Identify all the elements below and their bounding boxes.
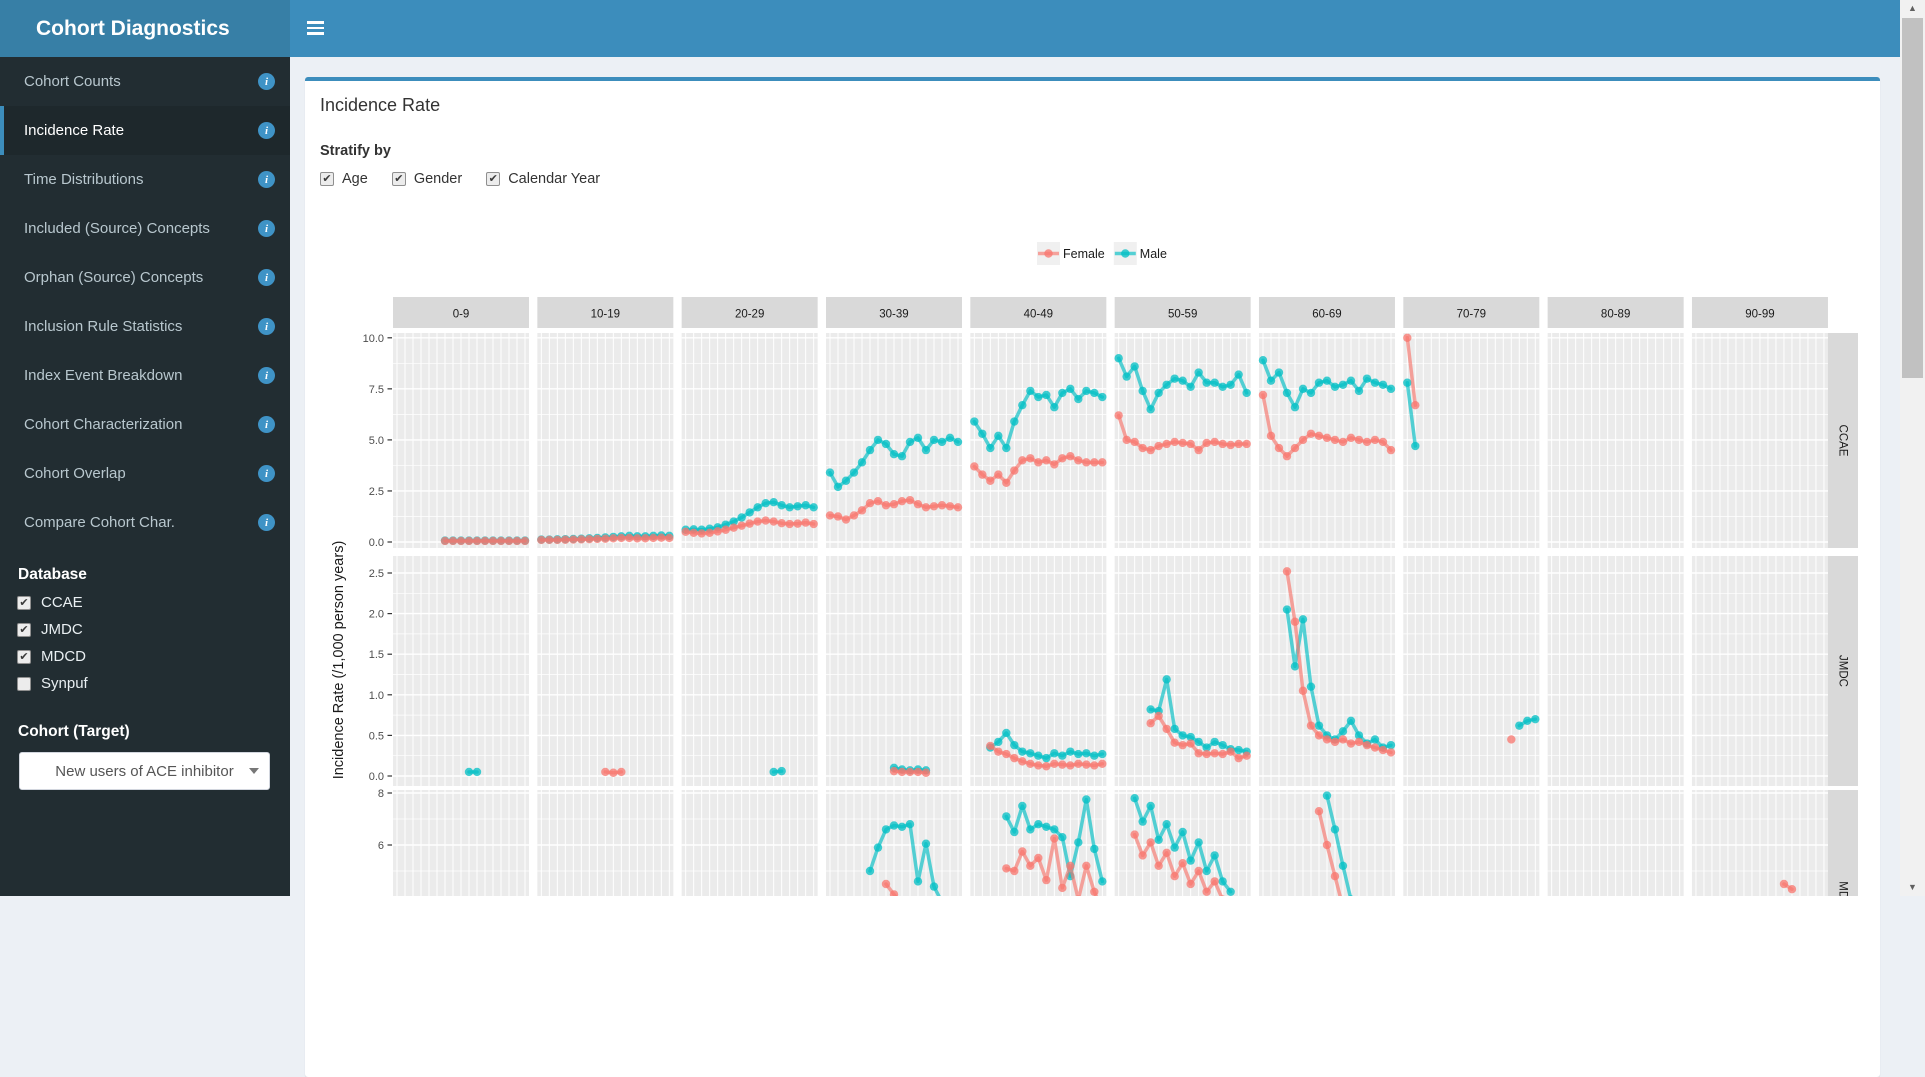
menu-toggle-button[interactable]: [290, 0, 335, 57]
checkbox-checked-icon: [320, 172, 334, 186]
caret-down-icon: [249, 768, 259, 774]
checkbox-label: Calendar Year: [508, 171, 601, 187]
main-content: Incidence Rate Stratify by Age Gender Cale…: [290, 57, 1900, 1077]
database-checkbox-mdcd[interactable]: MDCD: [17, 648, 290, 665]
vertical-scrollbar[interactable]: ▲ ▼: [1900, 0, 1925, 896]
checkbox-unchecked-icon: [17, 676, 31, 691]
info-icon[interactable]: i: [258, 367, 275, 384]
info-icon[interactable]: i: [258, 171, 275, 188]
sidebar-item-incidence-rate[interactable]: Incidence Rate i: [0, 106, 290, 155]
checkbox-checked-icon: [486, 172, 501, 186]
app-title: Cohort Diagnostics: [0, 0, 290, 57]
sidebar-item-compare-cohort-char[interactable]: Compare Cohort Char. i: [0, 498, 290, 547]
sidebar: Cohort Diagnostics Cohort Counts i Inciden…: [0, 0, 290, 896]
info-icon[interactable]: i: [258, 318, 275, 335]
stratify-checkbox-gender[interactable]: Gender: [391, 171, 463, 187]
stratify-options: Age Gender Calendar Year: [320, 171, 1865, 187]
sidebar-item-orphan-source-concepts[interactable]: Orphan (Source) Concepts i: [0, 253, 290, 302]
cohort-section-title: Cohort (Target): [18, 723, 130, 740]
checkbox-label: Synpuf: [41, 675, 88, 692]
database-checkbox-jmdc[interactable]: JMDC: [17, 621, 290, 638]
database-options: CCAE JMDC MDCD Synpuf: [0, 594, 290, 692]
sidebar-item-label: Index Event Breakdown: [24, 367, 183, 384]
checkbox-label: Gender: [413, 171, 463, 187]
info-icon[interactable]: i: [258, 220, 275, 237]
checkbox-label: CCAE: [41, 594, 83, 611]
checkbox-checked-icon: [17, 595, 31, 610]
sidebar-item-label: Incidence Rate: [24, 122, 125, 139]
cohort-target-select[interactable]: New users of ACE inhibitor: [19, 752, 270, 790]
sidebar-item-label: Inclusion Rule Statistics: [24, 318, 183, 335]
sidebar-item-index-event-breakdown[interactable]: Index Event Breakdown i: [0, 351, 290, 400]
sidebar-item-label: Cohort Characterization: [24, 416, 183, 433]
incidence-rate-box: Incidence Rate Stratify by Age Gender Cale…: [305, 77, 1880, 1077]
info-icon[interactable]: i: [258, 465, 275, 482]
checkbox-checked-icon: [17, 622, 31, 637]
sidebar-item-cohort-characterization[interactable]: Cohort Characterization i: [0, 400, 290, 449]
hamburger-icon: [307, 21, 324, 24]
stratify-checkbox-age[interactable]: Age: [320, 171, 368, 187]
cohort-target-select-value: New users of ACE inhibitor: [55, 762, 234, 780]
database-checkbox-synpuf[interactable]: Synpuf: [17, 675, 290, 692]
scroll-up-arrow[interactable]: ▲: [1908, 3, 1917, 13]
app-title-text: Cohort Diagnostics: [36, 16, 230, 40]
checkbox-label: MDCD: [41, 648, 86, 665]
sidebar-item-label: Cohort Counts: [24, 73, 121, 90]
sidebar-item-label: Cohort Overlap: [24, 465, 126, 482]
info-icon[interactable]: i: [258, 269, 275, 286]
database-section-title: Database: [18, 566, 87, 583]
sidebar-item-inclusion-rule-statistics[interactable]: Inclusion Rule Statistics i: [0, 302, 290, 351]
checkbox-checked-icon: [391, 172, 406, 186]
info-icon[interactable]: i: [258, 73, 275, 90]
sidebar-item-label: Time Distributions: [24, 171, 144, 188]
sidebar-item-time-distributions[interactable]: Time Distributions i: [0, 155, 290, 204]
sidebar-item-label: Orphan (Source) Concepts: [24, 269, 204, 286]
sidebar-nav: Cohort Counts i Incidence Rate i Time Distri…: [0, 57, 290, 547]
info-icon[interactable]: i: [258, 122, 275, 139]
sidebar-item-cohort-counts[interactable]: Cohort Counts i: [0, 57, 290, 106]
sidebar-item-included-source-concepts[interactable]: Included (Source) Concepts i: [0, 204, 290, 253]
database-checkbox-ccae[interactable]: CCAE: [17, 594, 290, 611]
top-navbar: [290, 0, 1900, 57]
scrollbar-thumb[interactable]: [1902, 18, 1923, 378]
stratify-by-label: Stratify by: [320, 143, 391, 159]
checkbox-label: Age: [342, 171, 368, 187]
page-title: Incidence Rate: [320, 95, 441, 115]
sidebar-item-label: Included (Source) Concepts: [24, 220, 210, 237]
checkbox-label: JMDC: [41, 621, 83, 638]
info-icon[interactable]: i: [258, 514, 275, 531]
checkbox-checked-icon: [17, 649, 31, 664]
stratify-checkbox-calendar-year[interactable]: Calendar Year: [486, 171, 600, 187]
sidebar-item-cohort-overlap[interactable]: Cohort Overlap i: [0, 449, 290, 498]
info-icon[interactable]: i: [258, 416, 275, 433]
scroll-down-arrow[interactable]: ▼: [1908, 882, 1917, 892]
sidebar-item-label: Compare Cohort Char.: [24, 514, 175, 531]
